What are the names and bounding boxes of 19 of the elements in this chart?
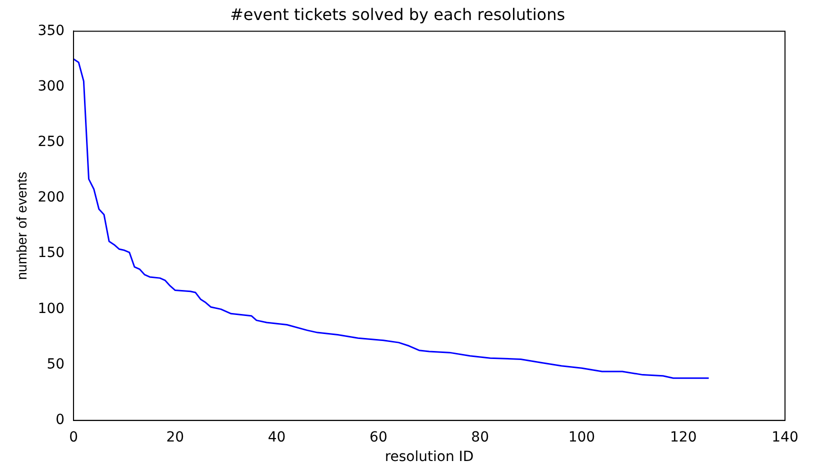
x-tick-label: 60 (370, 429, 388, 446)
y-tick-label: 350 (38, 22, 65, 39)
x-tick-label: 120 (670, 429, 697, 446)
y-tick-label: 150 (38, 245, 65, 262)
y-tick-label: 50 (46, 356, 65, 372)
y-tick-label: 300 (38, 78, 65, 94)
x-tick-label: 20 (166, 429, 184, 446)
x-tick-label: 80 (471, 429, 489, 446)
y-tick-label: 0 (56, 412, 65, 428)
x-axis-title: resolution ID (384, 449, 474, 466)
y-tick-label: 200 (38, 190, 65, 206)
y-tick-label: 100 (38, 300, 65, 317)
chart-title: #event tickets solved by each resolutions (230, 4, 566, 24)
x-tick-label: 0 (69, 429, 78, 446)
x-tick-label: 40 (268, 429, 286, 446)
y-tick-label: 250 (38, 134, 65, 150)
x-tick-label: 100 (568, 429, 596, 446)
x-tick-label: 140 (772, 429, 798, 446)
y-axis-title: number of events (13, 172, 30, 280)
